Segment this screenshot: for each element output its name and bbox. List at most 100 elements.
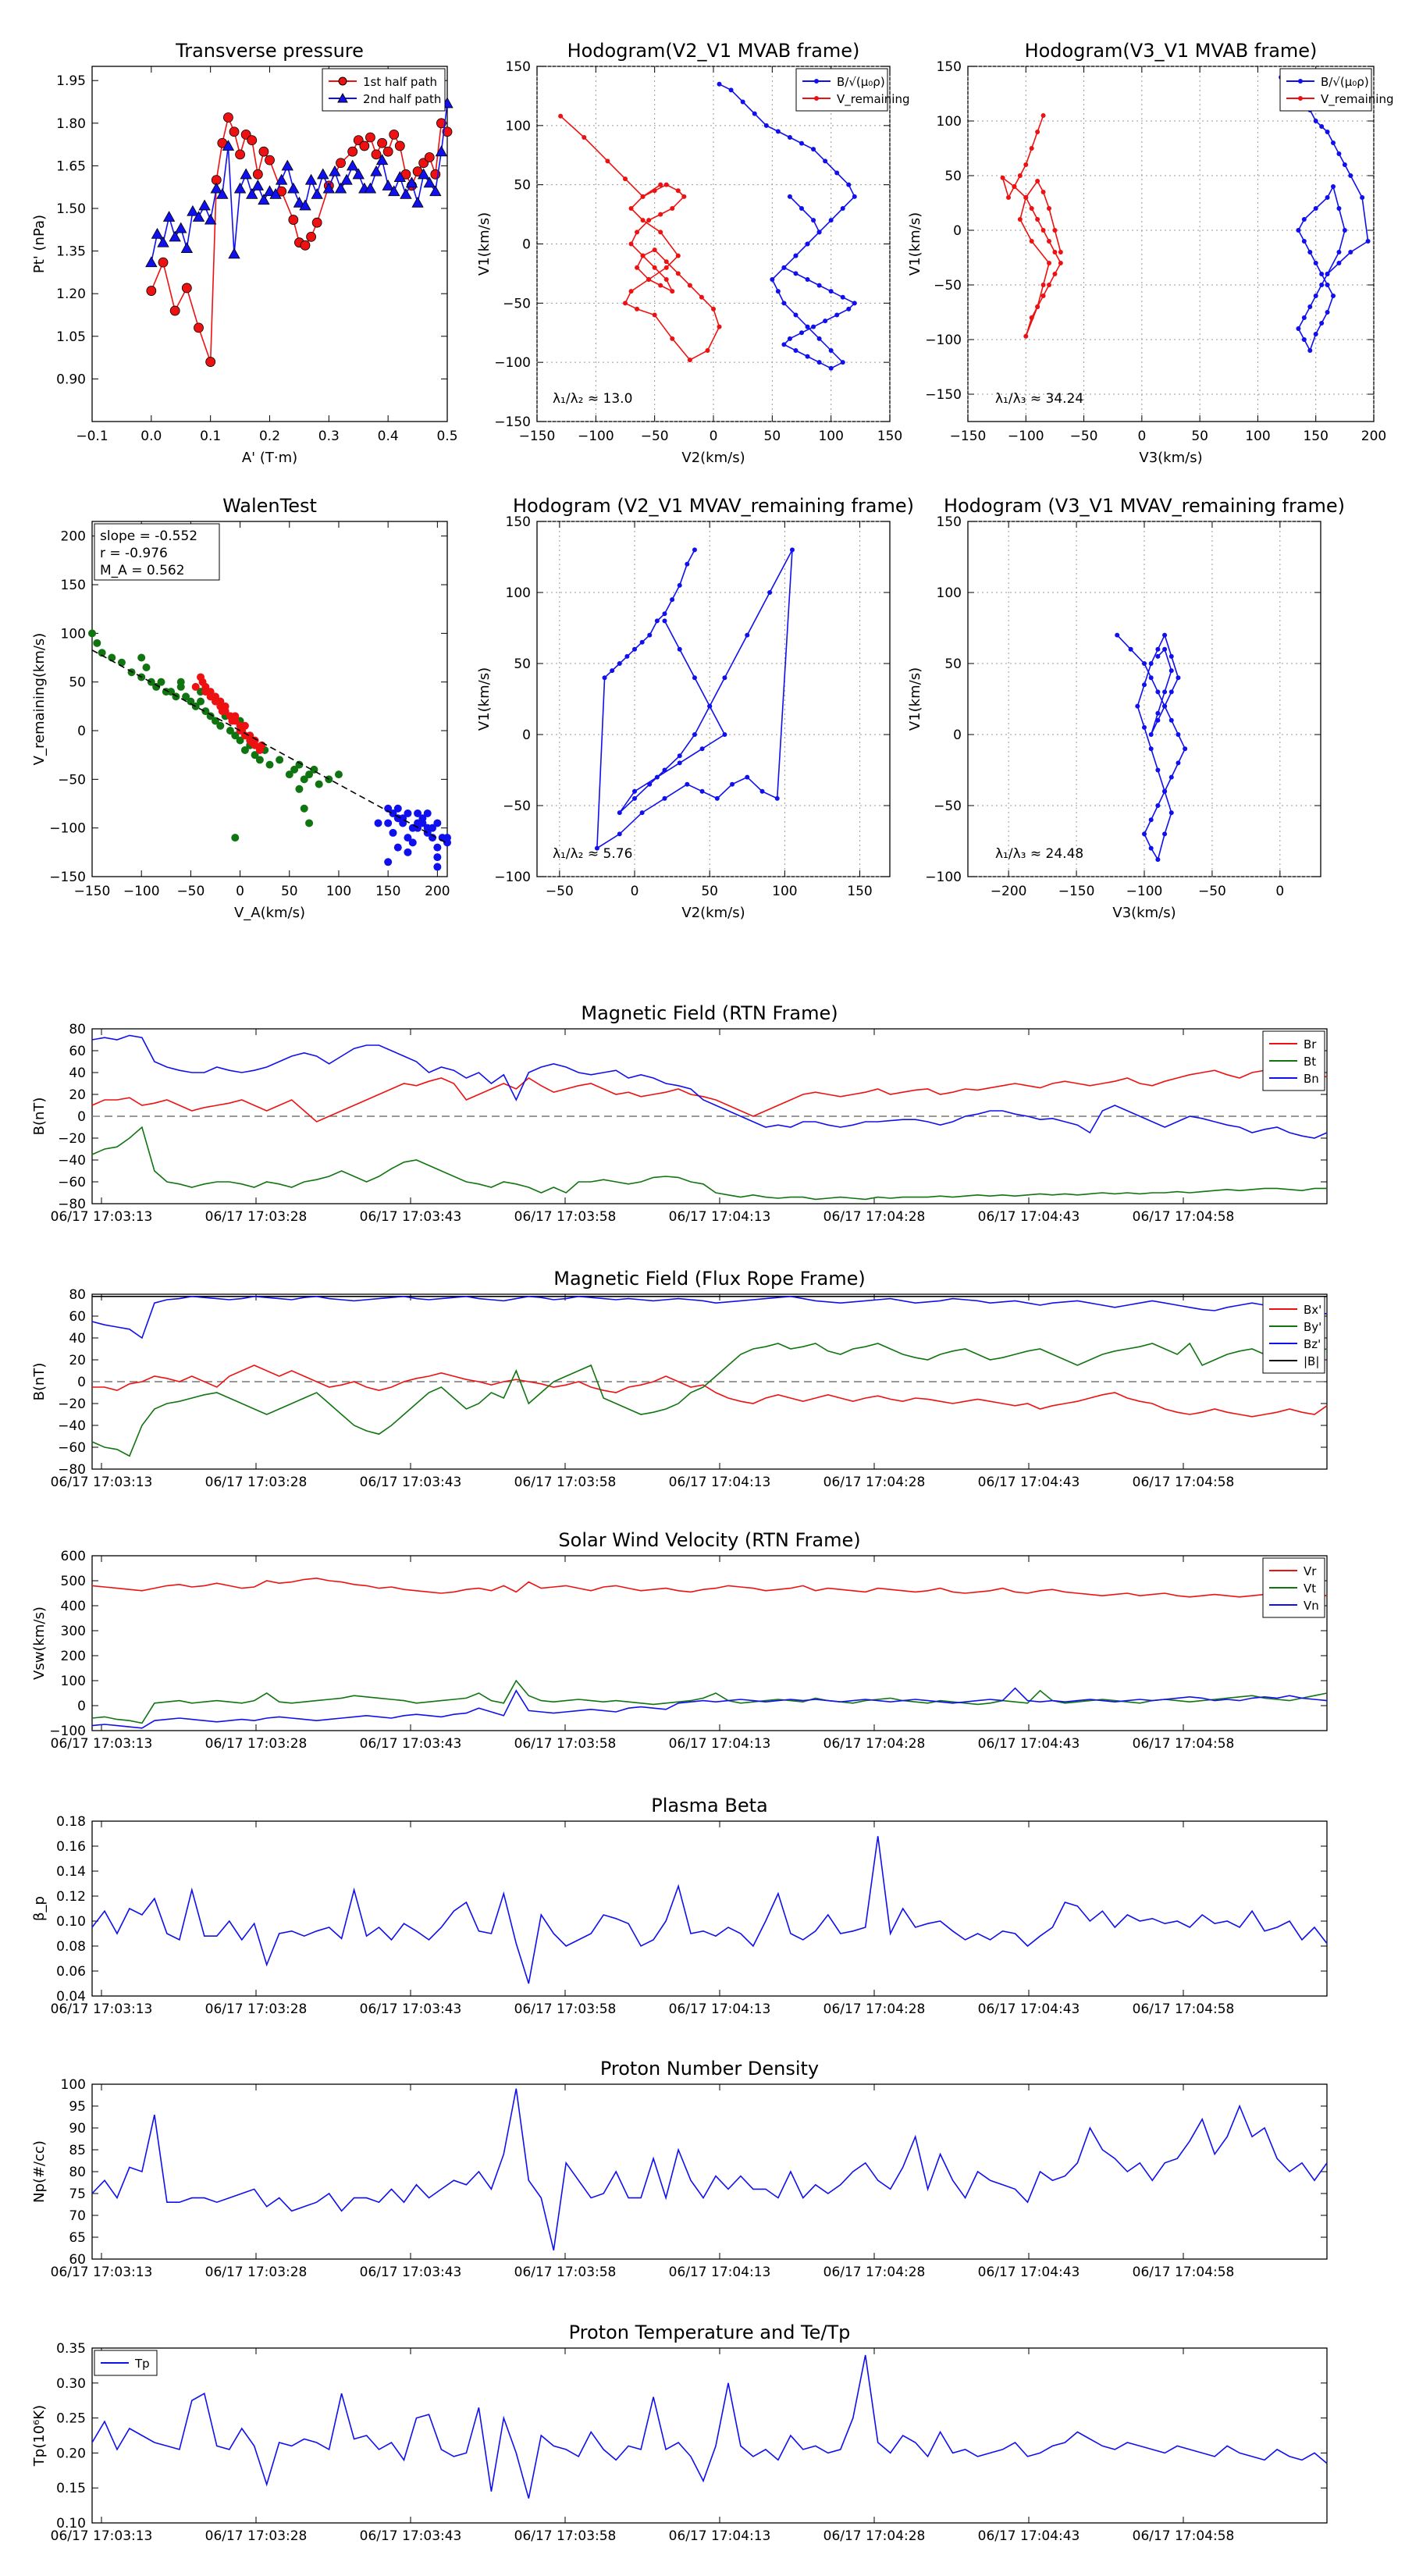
data-point-b (1301, 217, 1307, 222)
y-tick-label: 40 (69, 1331, 86, 1347)
data-point-b (639, 810, 645, 816)
y-tick-label: 50 (69, 675, 86, 691)
data-point-v (652, 247, 657, 253)
series-line-beta (91, 1836, 1328, 1984)
data-point-v (635, 265, 640, 270)
data-point-v (635, 229, 640, 235)
data-point-v (646, 218, 652, 223)
data-point-b (823, 318, 828, 324)
data-point-b (1307, 250, 1313, 254)
data-point-v (1006, 195, 1011, 200)
chart-title: Magnetic Field (Flux Rope Frame) (553, 1268, 865, 1290)
data-point-b (1301, 315, 1307, 320)
x-tick-label: 150 (375, 884, 400, 899)
x-tick-label: −50 (1198, 884, 1226, 899)
y-tick-label: 80 (69, 1022, 86, 1037)
data-point-v (652, 188, 657, 194)
data-point-v (640, 253, 646, 258)
y-tick-label: 0 (953, 728, 962, 743)
data-point-v (582, 135, 587, 140)
x-tick-label: 0 (710, 429, 718, 444)
data-point-b (1296, 326, 1301, 331)
y-tick-label: −40 (58, 1153, 86, 1169)
data-point-green (191, 702, 200, 710)
data-point-b (1325, 310, 1330, 315)
y-tick-label: 0.14 (56, 1864, 86, 1880)
plot-frame (91, 66, 448, 422)
data-point-v (699, 294, 704, 300)
series-line-bx (92, 1364, 1328, 1418)
data-point-b (1155, 710, 1161, 716)
data-point-b (1162, 632, 1168, 638)
x-tick-label: 06/17 17:03:58 (514, 1736, 617, 1752)
data-point-b (1155, 689, 1161, 695)
data-point-b (1176, 732, 1181, 737)
data-point-b (799, 141, 804, 146)
y-tick-label: −100 (494, 355, 531, 371)
data-point-b (816, 229, 822, 235)
legend-label: B/√(μ₀ρ) (837, 75, 885, 89)
chart-tp: Proton Temperature and Te/Tp 0.10 0.15 0.20… (31, 2322, 1328, 2544)
y-tick-label: −50 (934, 799, 962, 814)
data-point-b (1148, 732, 1154, 737)
y-tick-label: 100 (937, 114, 962, 130)
data-point-v (640, 194, 646, 199)
y-tick-label: 0.16 (56, 1839, 86, 1855)
data-point-blue (404, 834, 412, 842)
x-tick-label: 06/17 17:04:58 (1133, 1209, 1235, 1225)
data-point-b (799, 206, 804, 211)
data-point-blue (389, 828, 397, 837)
data-point-green (265, 760, 274, 769)
data-point-green (187, 697, 195, 706)
legend-label: Bx' (1304, 1303, 1321, 1317)
legend-label: Vt (1304, 1582, 1316, 1596)
plot-frame (91, 2347, 1328, 2524)
data-point-b (692, 675, 697, 681)
data-point-b (811, 324, 816, 329)
x-tick-label: 0 (1275, 884, 1284, 899)
data-point-2nd-half (162, 211, 176, 222)
series-line-vn (91, 1687, 1328, 1729)
x-tick-label: 06/17 17:03:28 (205, 2265, 308, 2280)
data-point-b (1336, 261, 1342, 265)
y-tick-label: 80 (69, 1287, 86, 1303)
data-point-red (247, 738, 256, 746)
data-point-1st-half (365, 132, 375, 143)
data-point-2nd-half (346, 159, 359, 171)
data-point-blue (418, 819, 427, 827)
data-point-b (1348, 173, 1353, 178)
data-point-1st-half (223, 112, 233, 123)
data-point-b (816, 360, 822, 365)
chart-beta: Plasma Beta 0.04 0.06 0.08 0.10 0.12 0.14 0.16 0… (31, 1795, 1328, 2017)
x-tick-label: −100 (123, 884, 160, 899)
data-point-b (722, 675, 727, 681)
y-tick-label: −40 (58, 1418, 86, 1434)
data-point-b (670, 597, 675, 603)
x-tick-label: −50 (641, 429, 669, 444)
data-point-v (670, 336, 675, 341)
data-point-b (662, 767, 667, 773)
data-point-b (1168, 689, 1174, 695)
y-tick-label: 1.35 (56, 244, 86, 260)
data-point-2nd-half (388, 185, 400, 197)
x-tick-label: 06/17 17:04:43 (978, 1736, 1080, 1752)
data-point-2nd-half (169, 230, 181, 242)
data-point-b (1142, 661, 1147, 666)
data-point-v (663, 259, 669, 265)
data-point-v (1052, 250, 1058, 254)
data-point-b (677, 753, 682, 759)
y-tick-label: 400 (61, 1599, 86, 1614)
data-point-v (640, 218, 646, 223)
data-point-b (1162, 703, 1168, 709)
data-point-2nd-half (435, 145, 448, 157)
x-tick-label: 06/17 17:03:28 (205, 1475, 308, 1490)
plot-frame (91, 1555, 1328, 1731)
legend-label: Bz' (1304, 1337, 1321, 1351)
data-point-v (1029, 315, 1034, 320)
y-axis-label: Vsw(km/s) (31, 1606, 48, 1680)
x-tick-label: 150 (847, 884, 872, 899)
x-tick-label: 0 (236, 884, 244, 899)
data-point-v (1058, 250, 1063, 254)
plot-frame (91, 521, 448, 877)
y-tick-label: 1.95 (56, 73, 86, 89)
